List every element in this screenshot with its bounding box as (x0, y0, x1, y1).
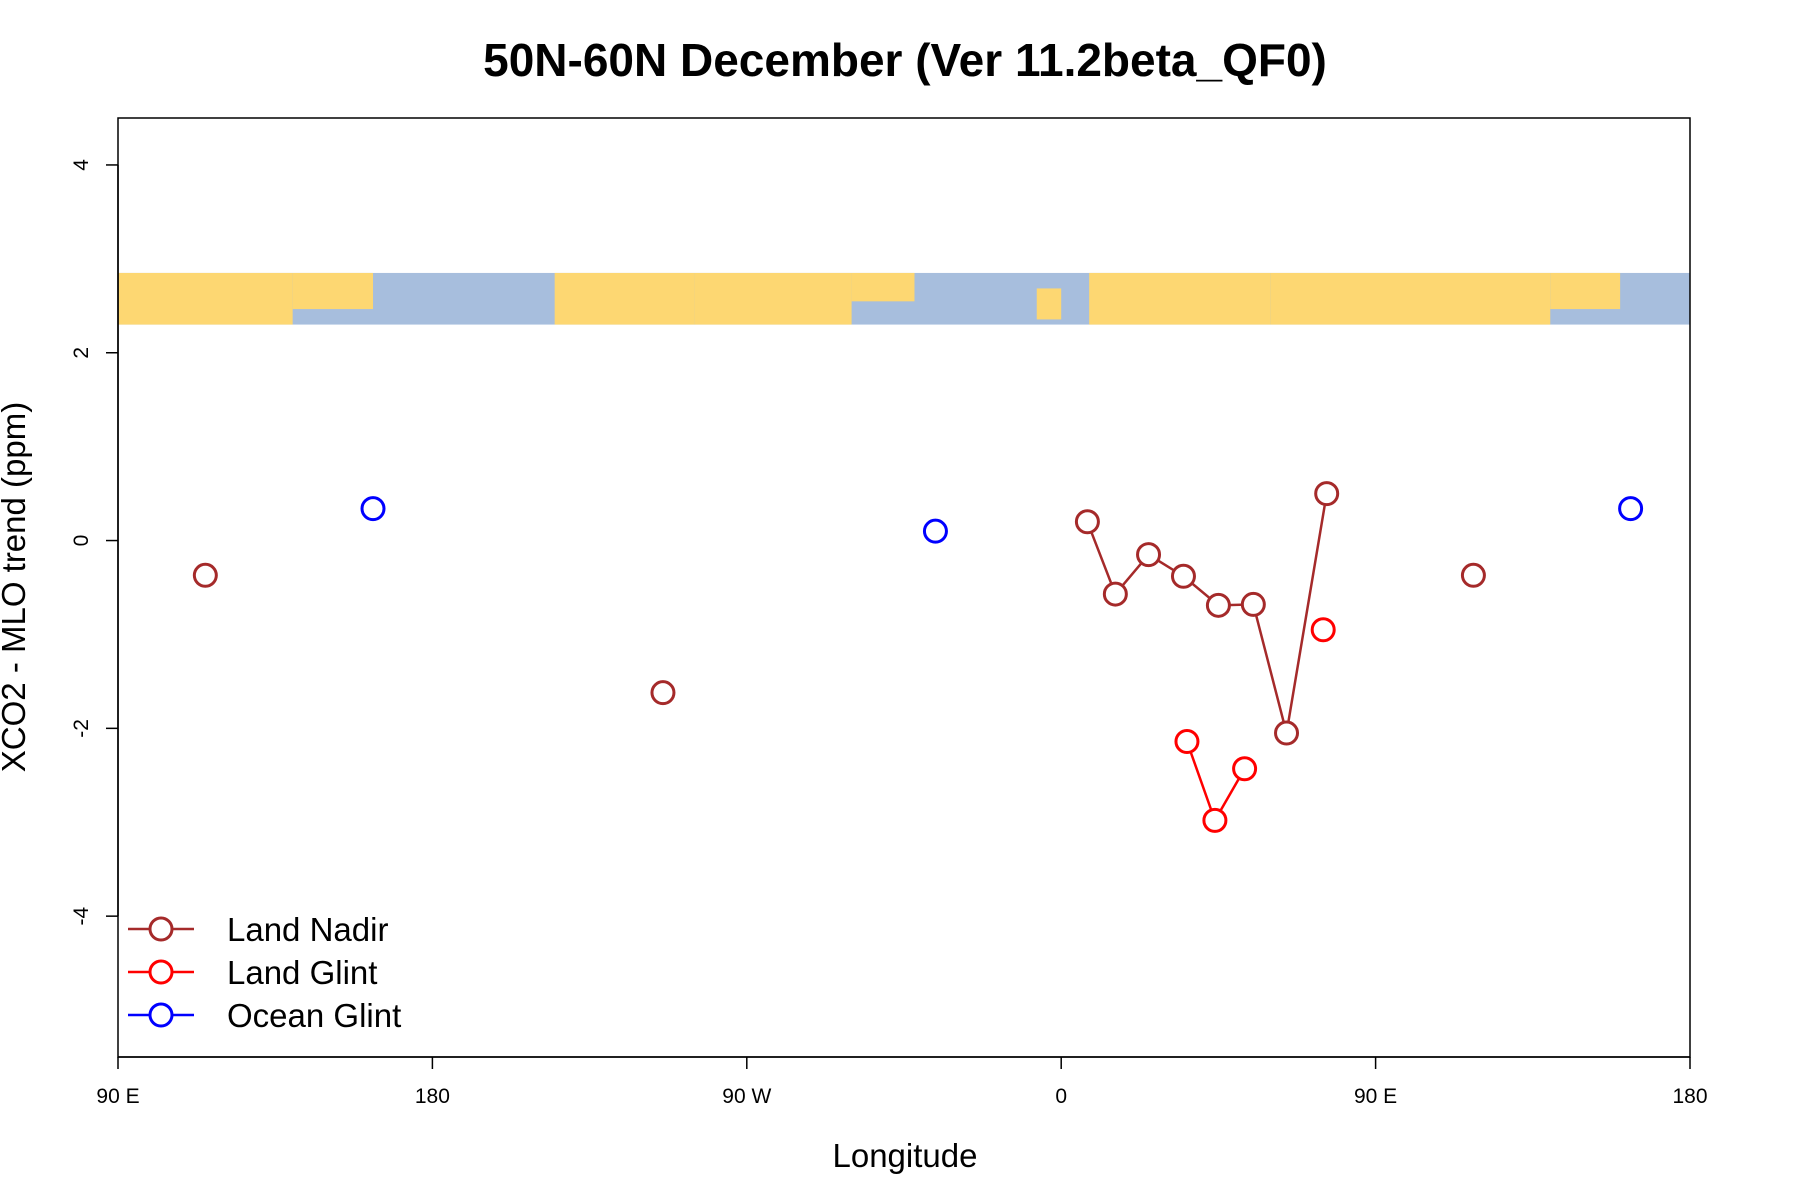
legend-label: Land Glint (227, 954, 377, 991)
data-point (1310, 617, 1336, 643)
map-land-kamchatka (292, 272, 374, 310)
data-point (1618, 496, 1644, 522)
map-land-alaska (554, 272, 695, 325)
map-land-russia (1270, 272, 1551, 325)
legend-entry: Land Glint (128, 954, 377, 991)
map-land-asia-west (118, 272, 293, 325)
data-point (1460, 562, 1486, 588)
series-line (1086, 493, 1328, 734)
map-land-britain (1036, 288, 1062, 320)
x-axis-label: Longitude (833, 1137, 978, 1174)
map-land-labrador (851, 272, 915, 302)
legend-marker (148, 1002, 174, 1028)
y-axis: -4 -2 0 2 4 (70, 159, 119, 926)
data-point (922, 518, 948, 544)
data-point (360, 496, 386, 522)
x-tick-label: 90 E (96, 1085, 139, 1108)
data-point (1240, 591, 1266, 617)
series-layer (192, 481, 1644, 833)
data-point (1274, 720, 1300, 746)
series-land-glint (1174, 617, 1336, 833)
x-axis: 90 E 180 90 W 0 90 E 180 (96, 1056, 1708, 1108)
legend-entry: Ocean Glint (128, 997, 401, 1034)
legend: Land Nadir Land Glint Ocean Glint (128, 911, 401, 1034)
data-point (1170, 563, 1196, 589)
y-tick-label: -4 (70, 907, 93, 926)
data-point (650, 680, 676, 706)
data-point (1174, 728, 1200, 754)
chart-title: 50N-60N December (Ver 11.2beta_QF0) (483, 34, 1327, 86)
x-tick-label: 180 (415, 1085, 450, 1108)
series-ocean-glint (360, 496, 1644, 544)
data-point (1074, 509, 1100, 535)
map-land-europe (1089, 272, 1271, 325)
x-tick-label: 180 (1672, 1085, 1707, 1108)
x-tick-label: 0 (1055, 1085, 1067, 1108)
series-land-nadir (192, 481, 1486, 746)
y-axis-label: XCO2 - MLO trend (ppm) (0, 402, 32, 772)
data-point (1136, 542, 1162, 568)
map-land-far-east (1550, 272, 1621, 310)
world-map-band (118, 272, 1690, 325)
data-point (1202, 807, 1228, 833)
legend-label: Land Nadir (227, 911, 388, 948)
map-land-canada (694, 272, 852, 325)
y-tick-label: 4 (70, 159, 93, 171)
data-point (1232, 756, 1258, 782)
y-tick-label: -2 (70, 719, 93, 738)
data-point (1314, 481, 1340, 507)
legend-label: Ocean Glint (227, 997, 401, 1034)
data-point (192, 562, 218, 588)
x-tick-label: 90 W (722, 1085, 771, 1108)
data-point (1205, 592, 1231, 618)
legend-marker (148, 916, 174, 942)
y-tick-label: 0 (70, 535, 93, 547)
legend-entry: Land Nadir (128, 911, 388, 948)
legend-marker (148, 959, 174, 985)
y-tick-label: 2 (70, 347, 93, 359)
x-tick-label: 90 E (1354, 1085, 1397, 1108)
data-point (1102, 581, 1128, 607)
